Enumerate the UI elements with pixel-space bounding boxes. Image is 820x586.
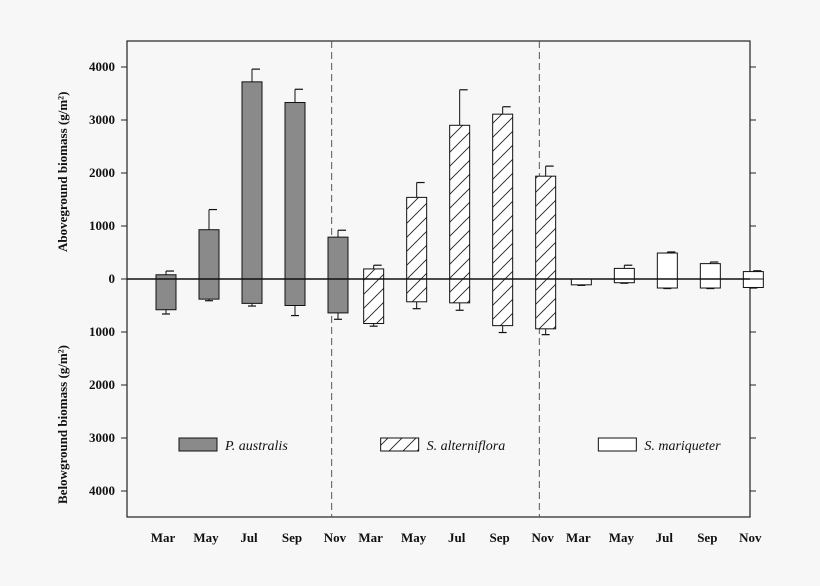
x-tick-label: Jul — [448, 530, 466, 545]
bar-aboveground — [406, 196, 428, 280]
x-tick-label: Nov — [739, 530, 762, 545]
bar-belowground — [535, 278, 557, 330]
y-axis: 4000 3000 2000 1000 0 1000 2000 3000 4000 — [89, 59, 756, 498]
bar-belowground — [656, 278, 678, 289]
y-tick-label: 3000 — [89, 112, 115, 127]
bar-belowground — [570, 278, 592, 286]
x-tick-label: Nov — [324, 530, 347, 545]
bar-belowground — [327, 278, 349, 314]
y-tick-label: 2000 — [89, 377, 115, 392]
bar-belowground — [742, 278, 764, 288]
x-tick-label: May — [401, 530, 427, 545]
bar-belowground — [406, 278, 428, 303]
x-tick-label: Jul — [240, 530, 258, 545]
bars-layer — [155, 68, 764, 336]
y-axis-title-aboveground: Aboveground biomass (g/m²) — [55, 92, 70, 252]
bar-aboveground — [535, 175, 557, 280]
legend-label: P. australis — [224, 439, 288, 454]
y-tick-label: 1000 — [89, 324, 115, 339]
x-tick-label: Sep — [697, 530, 717, 545]
legend-swatch — [380, 437, 420, 452]
y-tick-label: 4000 — [89, 59, 115, 74]
x-tick-label: Mar — [566, 530, 591, 545]
bar-belowground — [241, 278, 263, 304]
legend-swatch — [597, 437, 637, 452]
bar-aboveground — [742, 271, 764, 280]
bar-aboveground — [327, 236, 349, 280]
bar-aboveground — [492, 113, 514, 280]
bar-aboveground — [699, 263, 721, 280]
x-tick-labels: Mar May Jul Sep Nov Mar May Jul Sep Nov Mar May Jul S… — [151, 530, 762, 545]
bar-aboveground — [363, 268, 385, 280]
legend: P. australis S. alterniflora S. mariqueter — [178, 437, 721, 454]
x-tick-label: Mar — [358, 530, 383, 545]
bar-belowground — [155, 278, 177, 311]
bar-belowground — [198, 278, 220, 300]
bar-aboveground — [613, 267, 635, 280]
x-tick-label: Sep — [490, 530, 510, 545]
bar-aboveground — [656, 252, 678, 280]
y-tick-label: 4000 — [89, 483, 115, 498]
x-tick-label: May — [609, 530, 635, 545]
bar-belowground — [363, 278, 385, 325]
bar-belowground — [449, 278, 471, 304]
legend-label: S. alterniflora — [427, 439, 506, 454]
x-tick-label: May — [193, 530, 219, 545]
legend-swatch — [178, 437, 218, 452]
x-tick-label: Sep — [282, 530, 302, 545]
bar-belowground — [492, 278, 514, 327]
x-tick-label: Jul — [656, 530, 674, 545]
bar-aboveground — [198, 229, 220, 280]
y-tick-label: 3000 — [89, 430, 115, 445]
bar-aboveground — [284, 102, 306, 280]
bar-aboveground — [241, 81, 263, 280]
x-tick-label: Nov — [531, 530, 554, 545]
y-axis-title-belowground: Belowground biomass (g/m²) — [55, 345, 70, 504]
legend-label: S. mariqueter — [644, 439, 721, 454]
y-tick-label: 0 — [109, 271, 116, 286]
y-tick-label: 1000 — [89, 218, 115, 233]
y-tick-label: 2000 — [89, 165, 115, 180]
x-tick-label: Mar — [151, 530, 176, 545]
bar-belowground — [284, 278, 306, 306]
bar-aboveground — [449, 124, 471, 280]
bar-belowground — [699, 278, 721, 289]
